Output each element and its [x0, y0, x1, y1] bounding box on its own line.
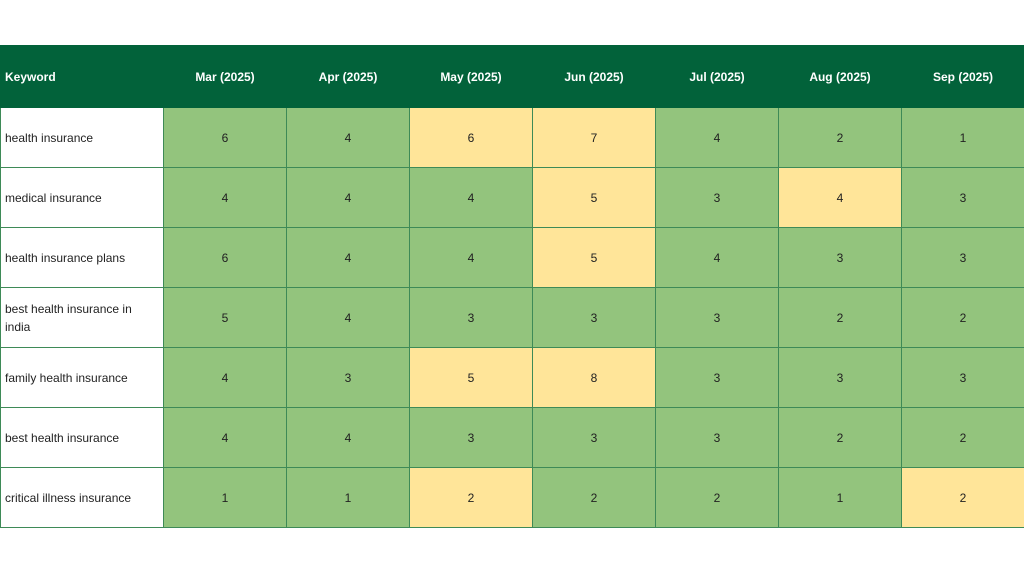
- value-cell: 2: [532, 467, 656, 528]
- value-cell: 3: [409, 407, 533, 468]
- value-cell: 3: [532, 287, 656, 348]
- column-header: May (2025): [409, 45, 533, 108]
- keyword-table: Keyword Mar (2025) Apr (2025) May (2025) Jun…: [0, 45, 1024, 528]
- value-cell: 2: [901, 407, 1024, 468]
- value-cell: 2: [778, 107, 902, 168]
- value-cell: 5: [409, 347, 533, 408]
- header-row: Keyword Mar (2025) Apr (2025) May (2025) Jun…: [0, 45, 1024, 108]
- value-cell: 3: [655, 347, 779, 408]
- value-cell: 1: [778, 467, 902, 528]
- value-cell: 6: [409, 107, 533, 168]
- value-cell: 1: [286, 467, 410, 528]
- value-cell: 2: [778, 287, 902, 348]
- keyword-cell: best health insurance in india: [0, 287, 164, 348]
- column-header: Jul (2025): [655, 45, 779, 108]
- column-header: Keyword: [0, 45, 164, 108]
- value-cell: 4: [286, 167, 410, 228]
- value-cell: 7: [532, 107, 656, 168]
- value-cell: 3: [532, 407, 656, 468]
- value-cell: 3: [901, 227, 1024, 288]
- column-header: Mar (2025): [163, 45, 287, 108]
- value-cell: 3: [778, 227, 902, 288]
- value-cell: 4: [655, 227, 779, 288]
- column-header: Apr (2025): [286, 45, 410, 108]
- value-cell: 4: [286, 407, 410, 468]
- value-cell: 2: [655, 467, 779, 528]
- value-cell: 3: [901, 167, 1024, 228]
- value-cell: 2: [778, 407, 902, 468]
- value-cell: 4: [286, 227, 410, 288]
- table-row: critical illness insurance 1 1 2 2 2 1 2: [0, 467, 1024, 528]
- value-cell: 4: [778, 167, 902, 228]
- value-cell: 3: [778, 347, 902, 408]
- keyword-cell: best health insurance: [0, 407, 164, 468]
- value-cell: 1: [163, 467, 287, 528]
- table-header: Keyword Mar (2025) Apr (2025) May (2025) Jun…: [0, 45, 1024, 108]
- column-header: Aug (2025): [778, 45, 902, 108]
- value-cell: 3: [286, 347, 410, 408]
- value-cell: 2: [901, 467, 1024, 528]
- column-header: Jun (2025): [532, 45, 656, 108]
- value-cell: 6: [163, 107, 287, 168]
- value-cell: 5: [532, 227, 656, 288]
- value-cell: 6: [163, 227, 287, 288]
- table-row: family health insurance 4 3 5 8 3 3 3: [0, 347, 1024, 408]
- value-cell: 4: [286, 107, 410, 168]
- table-row: health insurance plans 6 4 4 5 4 3 3: [0, 227, 1024, 288]
- keyword-cell: health insurance plans: [0, 227, 164, 288]
- keyword-cell: critical illness insurance: [0, 467, 164, 528]
- value-cell: 4: [409, 227, 533, 288]
- value-cell: 4: [655, 107, 779, 168]
- value-cell: 4: [163, 407, 287, 468]
- keyword-cell: health insurance: [0, 107, 164, 168]
- value-cell: 3: [409, 287, 533, 348]
- table-row: best health insurance in india 5 4 3 3 3 2 2: [0, 287, 1024, 348]
- value-cell: 1: [901, 107, 1024, 168]
- value-cell: 5: [532, 167, 656, 228]
- value-cell: 4: [286, 287, 410, 348]
- keyword-cell: medical insurance: [0, 167, 164, 228]
- value-cell: 3: [655, 287, 779, 348]
- table-body: health insurance 6 4 6 7 4 2 1 medical insurance…: [0, 107, 1024, 528]
- value-cell: 4: [163, 167, 287, 228]
- table-row: best health insurance 4 4 3 3 3 2 2: [0, 407, 1024, 468]
- keyword-cell: family health insurance: [0, 347, 164, 408]
- table-row: medical insurance 4 4 4 5 3 4 3: [0, 167, 1024, 228]
- value-cell: 4: [409, 167, 533, 228]
- value-cell: 2: [409, 467, 533, 528]
- column-header: Sep (2025): [901, 45, 1024, 108]
- value-cell: 2: [901, 287, 1024, 348]
- value-cell: 5: [163, 287, 287, 348]
- value-cell: 4: [163, 347, 287, 408]
- value-cell: 3: [901, 347, 1024, 408]
- value-cell: 3: [655, 407, 779, 468]
- value-cell: 3: [655, 167, 779, 228]
- table-row: health insurance 6 4 6 7 4 2 1: [0, 107, 1024, 168]
- value-cell: 8: [532, 347, 656, 408]
